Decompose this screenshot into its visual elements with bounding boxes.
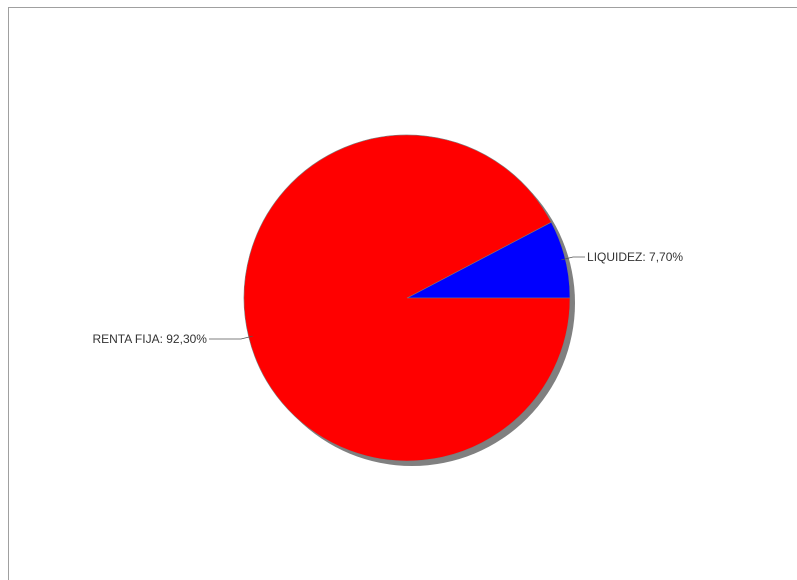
- pie-slice-liquidez-label: LIQUIDEZ: 7,70%: [587, 250, 683, 264]
- pie-slice-renta-fija-leader-line: [208, 335, 253, 340]
- pie-slice-liquidez-leader-line: [561, 256, 586, 261]
- pie-slice-renta-fija-label: RENTA FIJA: 92,30%: [92, 332, 207, 346]
- pie-slice-renta-fija: [243, 134, 571, 462]
- pie-labels: LIQUIDEZ: 7,70% RENTA FIJA: 92,30%: [92, 250, 683, 346]
- pie-slices: [243, 134, 571, 462]
